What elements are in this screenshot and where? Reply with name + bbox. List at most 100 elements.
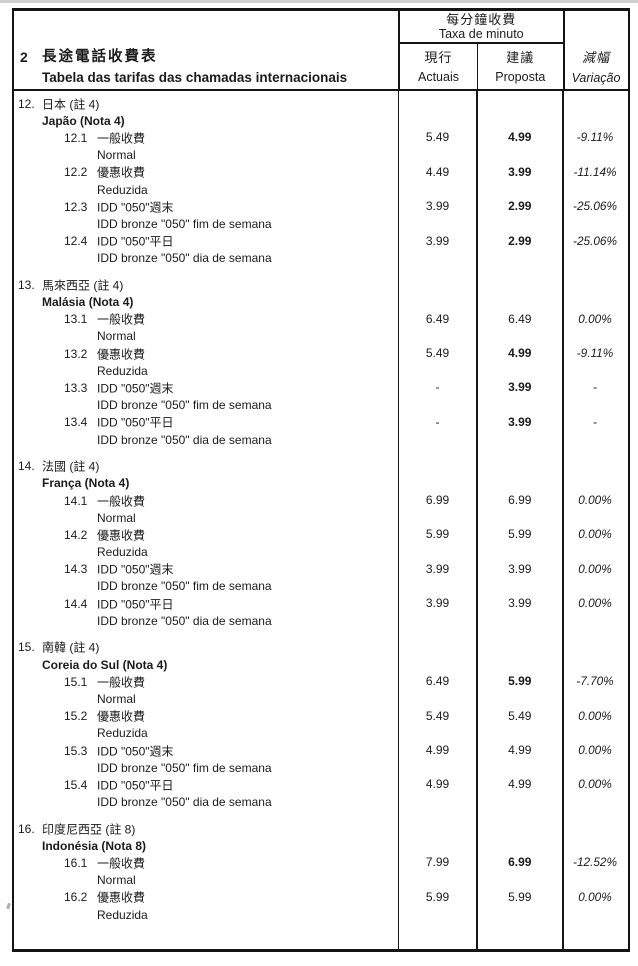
section-name-pt: Japão (Nota 4) xyxy=(42,113,125,128)
tariff-label-cell-pt: Normal xyxy=(14,690,398,707)
section-heading-row-pt: Malásia (Nota 4) xyxy=(14,293,628,310)
current-rate-value: 6.99 xyxy=(425,492,450,507)
proposed-rate-value: 4.99 xyxy=(508,346,532,361)
current-rate-value: 5.49 xyxy=(425,708,450,723)
item-label-zh: 一般收費 xyxy=(97,856,146,871)
section-name-zh: 南韓 (註 4) xyxy=(42,640,100,655)
tariff-label-cell: 15.1 一般收費 xyxy=(14,673,398,690)
tariff-label-cell: 13.4 IDD "050"平日 xyxy=(14,414,398,431)
tariff-label-cell-pt: Normal xyxy=(14,328,398,345)
tariff-label-cell: 16.2 優惠收費 xyxy=(14,889,398,906)
current-rate-value: 5.49 xyxy=(425,130,450,145)
item-label-zh: IDD "050"平日 xyxy=(97,234,174,249)
item-code: 13.3 xyxy=(64,380,88,395)
tariff-row: 13.4 IDD "050"平日 - 3.99 - xyxy=(14,414,628,431)
item-code: 12.1 xyxy=(64,130,88,145)
tariff-row: 12.3 IDD "050"週末 3.99 2.99 -25.06% xyxy=(14,198,628,215)
tariff-label-cell: 12.2 優惠收費 xyxy=(14,164,398,181)
table-title-pt: Tabela das tarifas das chamadas internac… xyxy=(42,70,348,85)
item-label-zh: IDD "050"平日 xyxy=(97,597,174,612)
proposed-rate-value: 6.99 xyxy=(508,492,532,507)
header-rate-per-minute-group: 每分鐘收費 Taxa de minuto xyxy=(398,11,563,44)
tariff-label-cell-pt: IDD bronze "050" dia de semana xyxy=(14,250,398,267)
tariff-row: 12.4 IDD "050"平日 3.99 2.99 -25.06% xyxy=(14,233,628,250)
proposed-rate-value: 5.99 xyxy=(508,527,532,542)
tariff-label-cell-pt: IDD bronze "050" dia de semana xyxy=(14,612,398,629)
variation-value: -7.70% xyxy=(576,674,614,689)
section-heading-cell-pt: Japão (Nota 4) xyxy=(14,112,398,129)
item-label-pt: IDD bronze "050" fim de semana xyxy=(97,398,272,413)
item-code: 12.3 xyxy=(64,199,88,214)
item-code: 16.2 xyxy=(64,890,88,905)
item-label-pt: IDD bronze "050" fim de semana xyxy=(97,760,272,775)
variation-value: -12.52% xyxy=(573,855,617,870)
proposed-rate-value: 2.99 xyxy=(508,233,532,248)
variation-value: 0.00% xyxy=(578,311,612,326)
tariff-row-pt: IDD bronze "050" dia de semana xyxy=(14,793,628,810)
proposed-rate-value: 4.99 xyxy=(508,742,532,757)
column-divider xyxy=(562,91,564,951)
current-rate-value: 6.49 xyxy=(425,311,450,326)
item-code: 15.4 xyxy=(64,777,88,792)
tariff-label-cell: 13.1 一般收費 xyxy=(14,311,398,328)
tariff-row: 12.2 優惠收費 4.49 3.99 -11.14% xyxy=(14,164,628,181)
variation-value: -9.11% xyxy=(576,130,614,145)
item-code: 13.1 xyxy=(64,312,88,327)
section-name-pt: Indonésia (Nota 8) xyxy=(42,838,147,853)
section-heading-cell-pt: Coreia do Sul (Nota 4) xyxy=(14,656,398,673)
proposed-rate-value: 3.99 xyxy=(508,561,532,576)
variation-value: 0.00% xyxy=(578,527,612,542)
item-label-pt: Reduzida xyxy=(97,182,148,197)
tariff-label-cell-pt: Reduzida xyxy=(14,362,398,379)
item-code: 12.2 xyxy=(64,165,88,180)
section-number: 13. xyxy=(18,277,35,292)
header-proposed-column: 建議 Proposta xyxy=(477,44,563,89)
tariff-row-pt: Reduzida xyxy=(14,181,628,198)
current-rate-value: 7.99 xyxy=(425,855,450,870)
item-code: 15.2 xyxy=(64,709,88,724)
item-label-pt: Reduzida xyxy=(97,726,148,741)
proposed-rate-value: 3.99 xyxy=(508,380,532,395)
tariff-label-cell-pt: IDD bronze "050" dia de semana xyxy=(14,793,398,810)
item-label-zh: 一般收費 xyxy=(97,312,146,327)
section-heading-cell: 13. 馬來西亞 (註 4) xyxy=(14,276,398,293)
variation-value: - xyxy=(593,414,597,429)
item-label-zh: IDD "050"週末 xyxy=(97,200,174,215)
proposed-rate-value: 3.99 xyxy=(508,164,532,179)
section-spacer xyxy=(14,811,628,820)
variation-value: -11.14% xyxy=(573,164,617,179)
current-rate-value: - xyxy=(435,380,440,395)
proposed-rate-value: 5.99 xyxy=(508,889,532,904)
tariff-row: 15.2 優惠收費 5.49 5.49 0.00% xyxy=(14,708,628,725)
tariff-label-cell: 15.2 優惠收費 xyxy=(14,708,398,725)
tariff-row: 14.1 一般收費 6.99 6.99 0.00% xyxy=(14,492,628,509)
item-label-pt: IDD bronze "050" fim de semana xyxy=(97,216,272,231)
header-current-column: 現行 Actuais xyxy=(398,44,477,89)
section-spacer xyxy=(14,923,628,932)
proposed-rate-value: 2.99 xyxy=(508,199,532,214)
item-label-pt: IDD bronze "050" dia de semana xyxy=(97,251,272,266)
tariff-label-cell-pt: Reduzida xyxy=(14,906,398,923)
current-rate-value: 4.49 xyxy=(425,164,450,179)
proposed-rate-value: 4.99 xyxy=(508,777,532,792)
tariff-row: 15.1 一般收費 6.49 5.99 -7.70% xyxy=(14,673,628,690)
tariff-row: 15.4 IDD "050"平日 4.99 4.99 0.00% xyxy=(14,776,628,793)
tariff-label-cell-pt: Normal xyxy=(14,872,398,889)
tariff-row-pt: Normal xyxy=(14,147,628,164)
section-heading-row-pt: Japão (Nota 4) xyxy=(14,112,628,129)
proposed-rate-value: 5.49 xyxy=(508,708,532,723)
tariff-row-pt: Normal xyxy=(14,328,628,345)
variation-label-zh: 減幅 xyxy=(581,50,610,65)
tariff-label-cell-pt: Reduzida xyxy=(14,181,398,198)
section-heading-row: 13. 馬來西亞 (註 4) xyxy=(14,276,628,293)
tariff-label-cell: 14.1 一般收費 xyxy=(14,492,398,509)
section-heading-cell: 15. 南韓 (註 4) xyxy=(14,639,398,656)
current-rate-value: 3.99 xyxy=(425,199,450,214)
column-divider xyxy=(476,91,478,951)
item-label-zh: 優惠收費 xyxy=(97,165,146,180)
tariff-row-pt: Reduzida xyxy=(14,543,628,560)
section-spacer xyxy=(14,629,628,638)
section-heading-row: 16. 印度尼西亞 (註 8) xyxy=(14,820,628,837)
section-spacer xyxy=(14,267,628,276)
section-name-pt: França (Nota 4) xyxy=(42,476,130,491)
